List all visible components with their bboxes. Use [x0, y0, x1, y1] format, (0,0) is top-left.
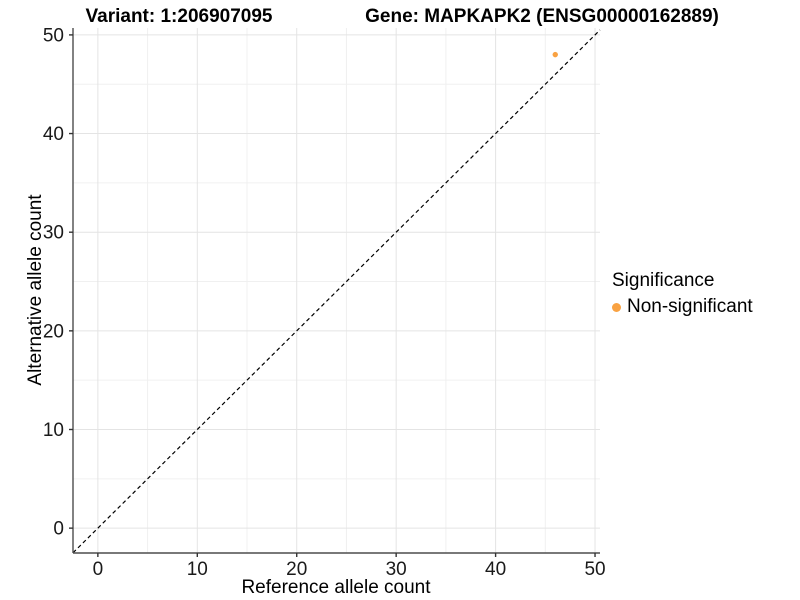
x-tick-label: 30 [386, 559, 407, 580]
data-point [552, 51, 558, 58]
y-tick-label: 50 [43, 25, 64, 46]
legend-point-icon [612, 302, 621, 312]
y-tick-label: 20 [43, 321, 64, 342]
y-axis-title: Alternative allele count [25, 194, 46, 386]
x-tick-label: 40 [485, 559, 506, 580]
plot-title-variant: Variant: 1:206907095 [85, 6, 273, 27]
x-tick-label: 0 [93, 559, 104, 580]
legend-item-non-significant: Non-significant [612, 296, 753, 318]
legend-title: Significance [612, 270, 715, 291]
plot-title-gene: Gene: MAPKAPK2 (ENSG00000162889) [365, 6, 719, 27]
x-axis-title: Reference allele count [241, 577, 431, 598]
y-tick-label: 0 [53, 519, 64, 540]
legend-item-label: Non-significant [627, 296, 753, 317]
y-tick-label: 10 [43, 420, 64, 441]
x-tick-label: 50 [584, 559, 605, 580]
y-tick-label: 30 [43, 223, 64, 244]
legend: Significance Non-significant [612, 270, 753, 318]
identity-dashed-line [72, 29, 601, 554]
x-tick-label: 10 [187, 559, 208, 580]
y-tick-label: 40 [43, 124, 64, 145]
x-tick-label: 20 [286, 559, 307, 580]
